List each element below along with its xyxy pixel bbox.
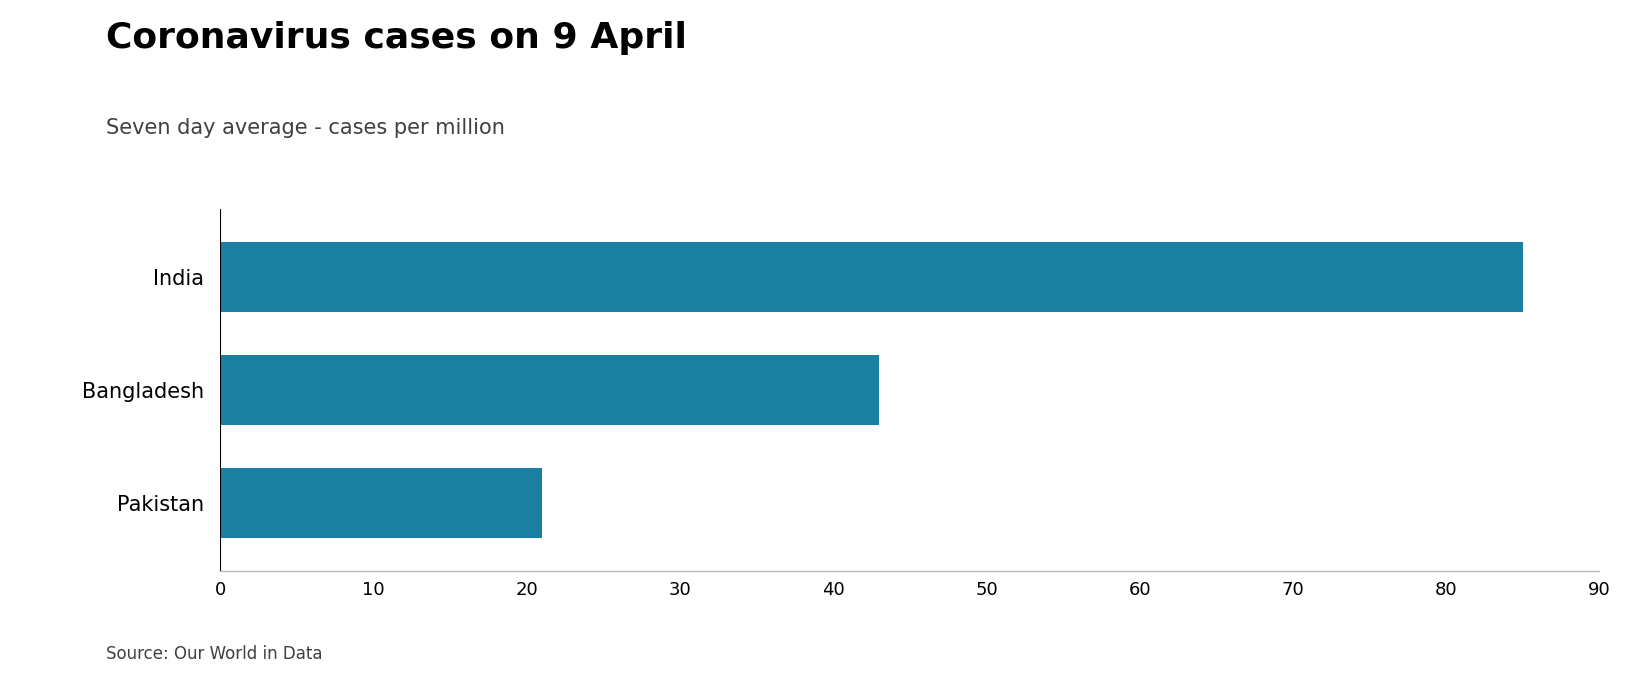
Text: B: B xyxy=(1529,644,1542,661)
Bar xyxy=(220,242,1523,312)
Text: B: B xyxy=(1464,644,1477,661)
Bar xyxy=(220,355,880,425)
Bar xyxy=(220,468,542,538)
Text: Coronavirus cases on 9 April: Coronavirus cases on 9 April xyxy=(106,21,687,55)
Text: Seven day average - cases per million: Seven day average - cases per million xyxy=(106,118,504,139)
Text: Source: Our World in Data: Source: Our World in Data xyxy=(106,645,323,663)
Text: C: C xyxy=(1594,644,1608,661)
